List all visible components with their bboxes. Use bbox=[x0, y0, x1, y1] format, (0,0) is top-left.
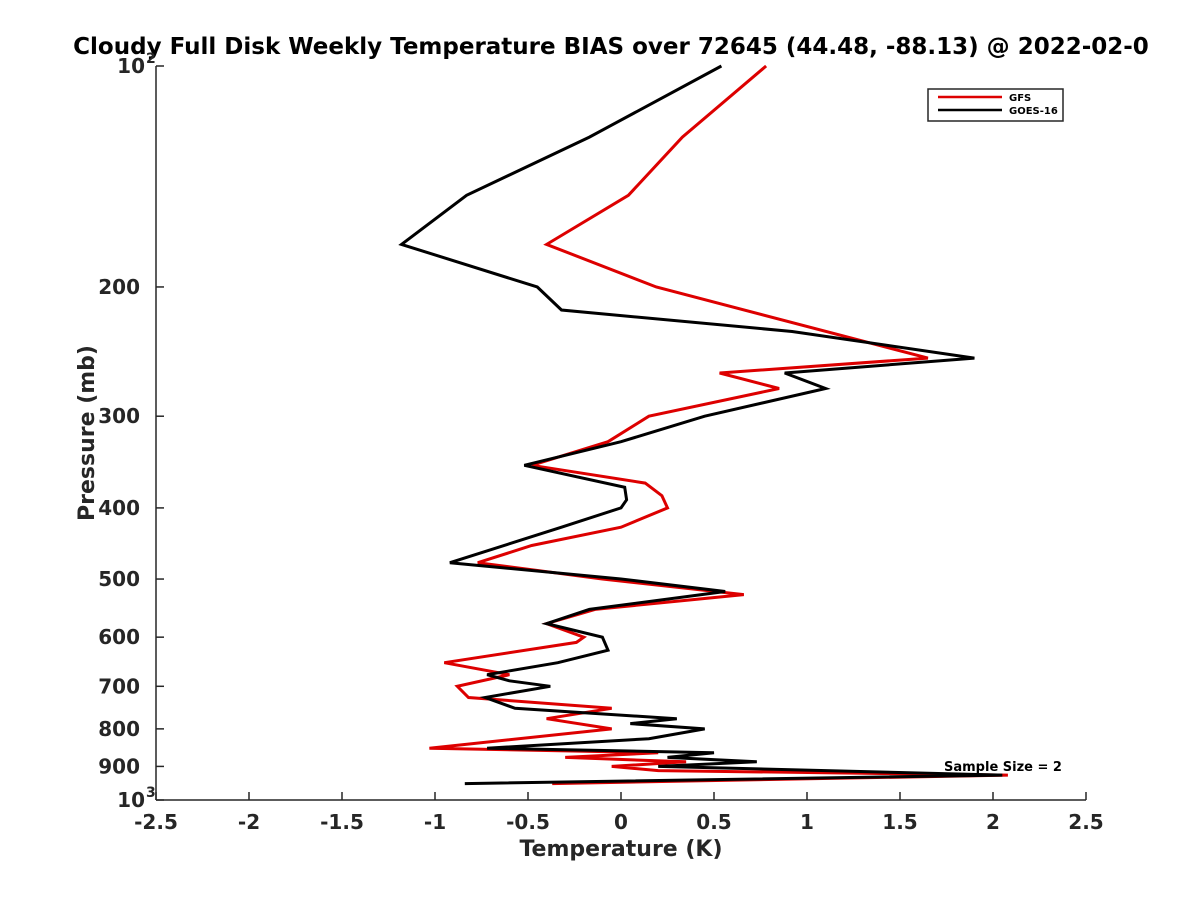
legend-label-goes16: GOES-16 bbox=[1009, 106, 1058, 117]
x-tick-label: -0.5 bbox=[506, 810, 550, 834]
x-tick-label: 0 bbox=[614, 810, 628, 834]
sample-size-annotation: Sample Size = 2 bbox=[944, 760, 1062, 775]
chart-title: Cloudy Full Disk Weekly Temperature BIAS… bbox=[73, 34, 1149, 60]
series-line-goes16 bbox=[398, 64, 1003, 786]
y-tick-label: 500 bbox=[98, 567, 140, 591]
series-lines bbox=[398, 64, 1008, 786]
y-axis-title: Pressure (mb) bbox=[75, 345, 100, 521]
x-axis-title: Temperature (K) bbox=[519, 837, 722, 862]
y-tick-superscript: 3 bbox=[146, 785, 156, 801]
x-tick-label: -2.5 bbox=[134, 810, 178, 834]
series-line-gfs bbox=[429, 64, 1008, 786]
y-tick-label: 600 bbox=[98, 625, 140, 649]
y-tick-label: 900 bbox=[98, 754, 140, 778]
y-tick-superscript: 2 bbox=[146, 51, 156, 67]
y-tick-label: 400 bbox=[98, 496, 140, 520]
y-tick-label: 300 bbox=[98, 404, 140, 428]
x-tick-label: 1 bbox=[800, 810, 814, 834]
x-ticks: -2.5 -2 -1.5 -1 -0.5 0 0.5 1 1.5 2 2.5 bbox=[134, 792, 1104, 834]
y-tick-label: 10 bbox=[117, 54, 145, 78]
x-tick-label: 1.5 bbox=[882, 810, 917, 834]
x-tick-label: -2 bbox=[238, 810, 260, 834]
legend-label-gfs: GFS bbox=[1009, 93, 1031, 104]
y-tick-label: 10 bbox=[117, 788, 145, 812]
plot-area: -2.5 -2 -1.5 -1 -0.5 0 0.5 1 1.5 2 2.5 10 220030040… bbox=[98, 51, 1103, 834]
x-tick-label: -1.5 bbox=[320, 810, 364, 834]
y-tick-label: 200 bbox=[98, 275, 140, 299]
y-tick-label: 700 bbox=[98, 674, 140, 698]
y-tick-label: 800 bbox=[98, 717, 140, 741]
x-tick-label: 0.5 bbox=[696, 810, 731, 834]
legend-box bbox=[927, 88, 1064, 122]
legend: GFS GOES-16 bbox=[927, 88, 1064, 122]
x-tick-label: 2 bbox=[986, 810, 1000, 834]
x-tick-label: -1 bbox=[424, 810, 446, 834]
x-tick-label: 2.5 bbox=[1068, 810, 1103, 834]
